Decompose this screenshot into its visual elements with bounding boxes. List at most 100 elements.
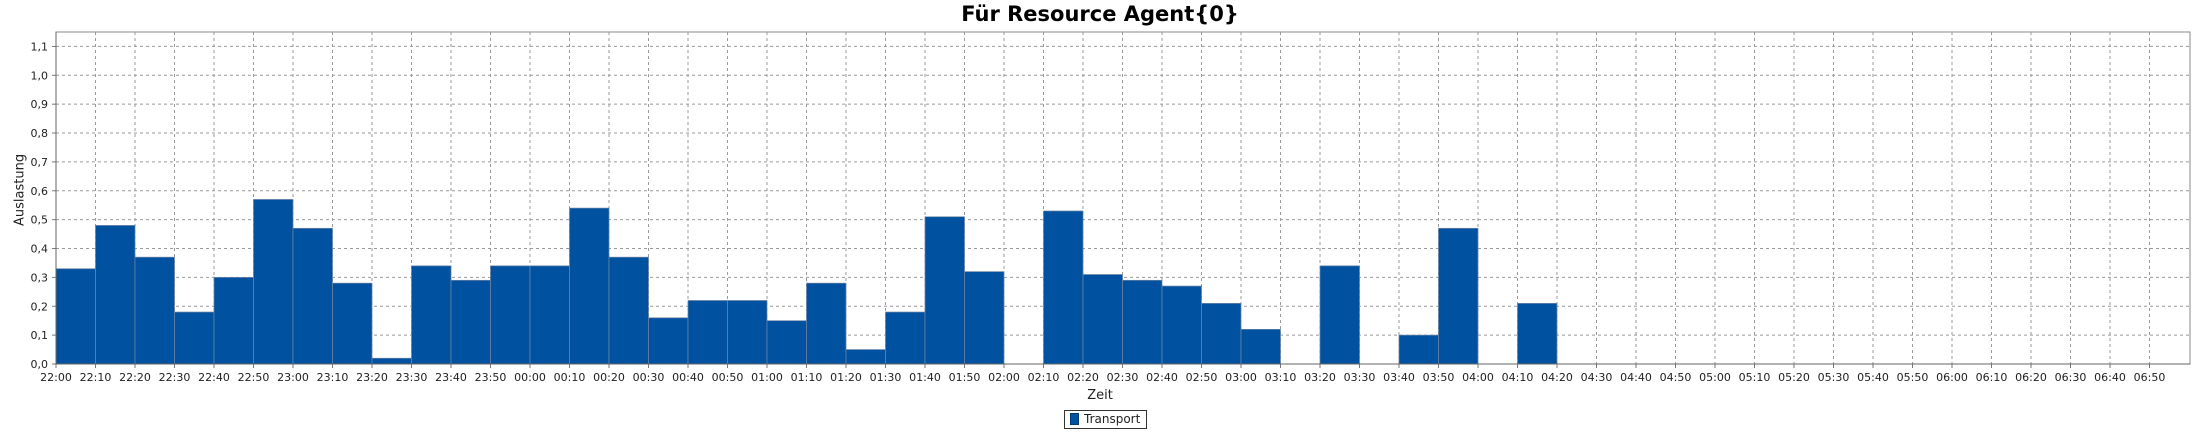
x-tick-label: 03:20 xyxy=(1304,371,1336,384)
x-tick-label: 06:50 xyxy=(2134,371,2166,384)
bar xyxy=(529,265,570,365)
x-tick-label: 05:30 xyxy=(1818,371,1850,384)
x-tick-label: 22:40 xyxy=(198,371,230,384)
bar xyxy=(648,317,689,365)
x-tick-label: 02:30 xyxy=(1107,371,1139,384)
legend: Transport xyxy=(1064,410,1148,429)
x-tick-label: 22:20 xyxy=(119,371,151,384)
x-tick-label: 00:20 xyxy=(593,371,625,384)
bar xyxy=(806,282,847,365)
x-tick-label: 05:50 xyxy=(1897,371,1929,384)
bar xyxy=(55,268,96,365)
bar xyxy=(213,277,254,365)
bar xyxy=(885,311,926,365)
bar xyxy=(845,349,886,365)
x-tick-label: 23:00 xyxy=(277,371,309,384)
x-tick-label: 01:40 xyxy=(909,371,941,384)
bar xyxy=(1043,210,1084,365)
bar xyxy=(1398,334,1439,365)
y-tick-label: 0,1 xyxy=(31,329,49,342)
y-tick-label: 1,1 xyxy=(31,40,49,53)
x-tick-label: 04:40 xyxy=(1620,371,1652,384)
bar xyxy=(253,199,294,365)
x-tick-label: 04:50 xyxy=(1660,371,1692,384)
bar xyxy=(134,256,175,365)
x-tick-label: 06:40 xyxy=(2094,371,2126,384)
x-tick-label: 04:20 xyxy=(1541,371,1573,384)
x-tick-label: 06:20 xyxy=(2015,371,2047,384)
bar xyxy=(1122,279,1163,365)
x-tick-label: 01:00 xyxy=(751,371,783,384)
bar xyxy=(95,225,136,365)
x-tick-label: 01:20 xyxy=(830,371,862,384)
bar xyxy=(1201,303,1242,365)
x-tick-label: 02:20 xyxy=(1067,371,1099,384)
y-tick-label: 0,7 xyxy=(31,156,49,169)
y-tick-label: 0,5 xyxy=(31,214,49,227)
x-tick-label: 01:30 xyxy=(870,371,902,384)
bar xyxy=(766,320,807,365)
bar xyxy=(174,311,215,365)
x-tick-label: 00:00 xyxy=(514,371,546,384)
bar xyxy=(1438,227,1479,365)
x-tick-label: 00:40 xyxy=(672,371,704,384)
legend-label-transport: Transport xyxy=(1084,412,1141,426)
bar xyxy=(924,216,965,365)
x-tick-label: 23:20 xyxy=(356,371,388,384)
x-tick-label: 05:10 xyxy=(1739,371,1771,384)
x-tick-label: 02:50 xyxy=(1186,371,1218,384)
x-tick-label: 23:10 xyxy=(317,371,349,384)
bar xyxy=(569,207,610,365)
bar xyxy=(727,300,768,365)
x-tick-label: 00:30 xyxy=(633,371,665,384)
bar xyxy=(1161,285,1202,365)
y-tick-label: 0,4 xyxy=(31,243,49,256)
x-tick-label: 04:10 xyxy=(1502,371,1534,384)
y-tick-label: 0,8 xyxy=(31,127,49,140)
y-tick-label: 1,0 xyxy=(31,69,49,82)
x-tick-label: 02:00 xyxy=(988,371,1020,384)
y-axis-label: Auslastung xyxy=(12,153,28,226)
y-tick-label: 0,9 xyxy=(31,98,49,111)
x-tick-label: 03:40 xyxy=(1383,371,1415,384)
x-tick-label: 22:00 xyxy=(40,371,72,384)
x-tick-label: 04:00 xyxy=(1462,371,1494,384)
x-tick-label: 03:30 xyxy=(1344,371,1376,384)
x-tick-label: 23:50 xyxy=(475,371,507,384)
x-tick-label: 22:10 xyxy=(80,371,112,384)
bar xyxy=(1240,329,1281,365)
bar xyxy=(292,227,333,365)
x-tick-label: 00:50 xyxy=(712,371,744,384)
x-axis-label: Zeit xyxy=(1087,388,1113,403)
bar xyxy=(371,357,412,365)
bar xyxy=(1319,265,1360,365)
x-tick-label: 00:10 xyxy=(554,371,586,384)
bar xyxy=(332,282,373,365)
x-tick-label: 06:30 xyxy=(2055,371,2087,384)
x-tick-label: 05:40 xyxy=(1857,371,1889,384)
x-tick-label: 06:00 xyxy=(1936,371,1968,384)
x-tick-label: 03:10 xyxy=(1265,371,1297,384)
bar xyxy=(490,265,531,365)
x-tick-label: 02:10 xyxy=(1028,371,1060,384)
bar xyxy=(687,300,728,365)
bar xyxy=(1517,303,1558,365)
bar xyxy=(964,271,1005,365)
x-tick-label: 23:40 xyxy=(435,371,467,384)
bar xyxy=(411,265,452,365)
x-tick-label: 05:00 xyxy=(1699,371,1731,384)
x-tick-label: 02:40 xyxy=(1146,371,1178,384)
x-tick-label: 22:30 xyxy=(159,371,191,384)
bar xyxy=(1082,274,1123,365)
x-tick-label: 22:50 xyxy=(238,371,270,384)
bar xyxy=(450,279,491,365)
x-tick-label: 01:10 xyxy=(791,371,823,384)
x-tick-label: 03:00 xyxy=(1225,371,1257,384)
y-tick-label: 0,2 xyxy=(31,300,49,313)
x-tick-label: 04:30 xyxy=(1581,371,1613,384)
x-tick-label: 03:50 xyxy=(1423,371,1455,384)
y-tick-label: 0,3 xyxy=(31,271,49,284)
x-tick-label: 23:30 xyxy=(396,371,428,384)
x-tick-label: 05:20 xyxy=(1778,371,1810,384)
